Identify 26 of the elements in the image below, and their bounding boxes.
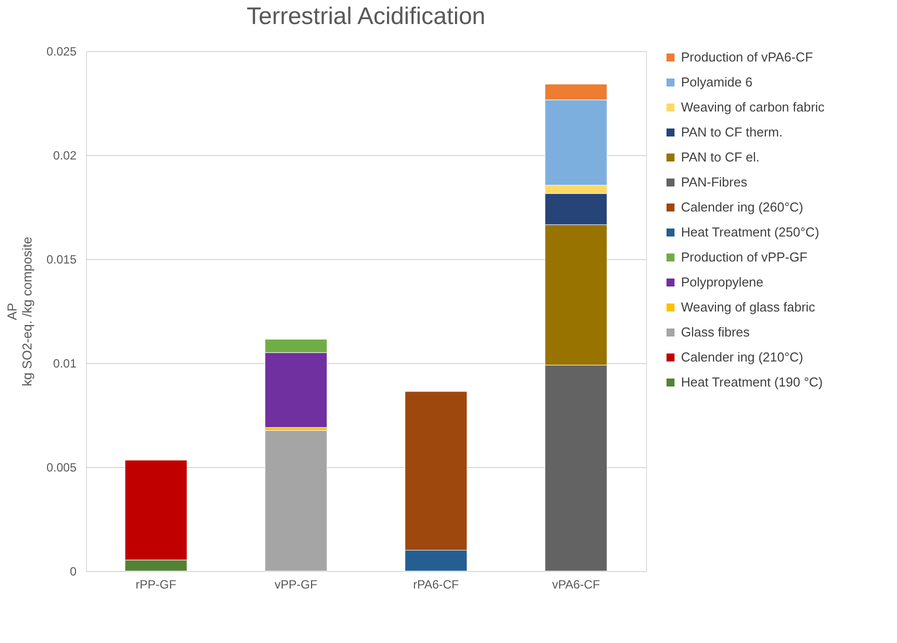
legend-label: Production of vPA6-CF — [681, 50, 814, 64]
legend-label: Weaving of carbon fabric — [681, 100, 826, 114]
legend-label: Heat Treatment (190 °C) — [681, 374, 823, 390]
legend-label: Weaving of glass fabric — [681, 300, 816, 314]
legend-label: PAN-Fibres — [681, 174, 748, 190]
legend-label: Glass fibres — [681, 324, 750, 340]
chart-title: Terrestrial Acidification — [246, 3, 486, 30]
legend-label: Production of vPP-GF — [681, 250, 808, 264]
legend-label: Calender ing (210°C) — [681, 350, 804, 364]
y-tick-label: 0.02 — [53, 148, 77, 162]
legend-label: Polyamide 6 — [681, 74, 753, 90]
legend-label: Polypropylene — [681, 274, 764, 290]
legend-label: PAN to CF el. — [681, 150, 760, 164]
y-tick-label: 0.015 — [46, 252, 77, 266]
y-axis-title: AP kg SO2-eq. /kg composite — [4, 236, 34, 386]
x-tick-label: vPA6-CF — [552, 578, 600, 592]
legend-label: Calender ing (260°C) — [681, 200, 804, 214]
y-tick-label: 0.005 — [46, 460, 77, 474]
x-tick-label: rPA6-CF — [413, 578, 459, 592]
y-tick-label: 0.025 — [46, 44, 77, 58]
x-tick-label: vPP-GF — [274, 578, 318, 592]
legend-label: PAN to CF therm. — [681, 124, 783, 140]
x-tick-label: rPP-GF — [136, 578, 176, 592]
y-tick-label: 0.01 — [53, 356, 77, 370]
y-tick-label: 0 — [70, 564, 77, 578]
legend-label: Heat Treatment (250°C) — [681, 224, 820, 240]
